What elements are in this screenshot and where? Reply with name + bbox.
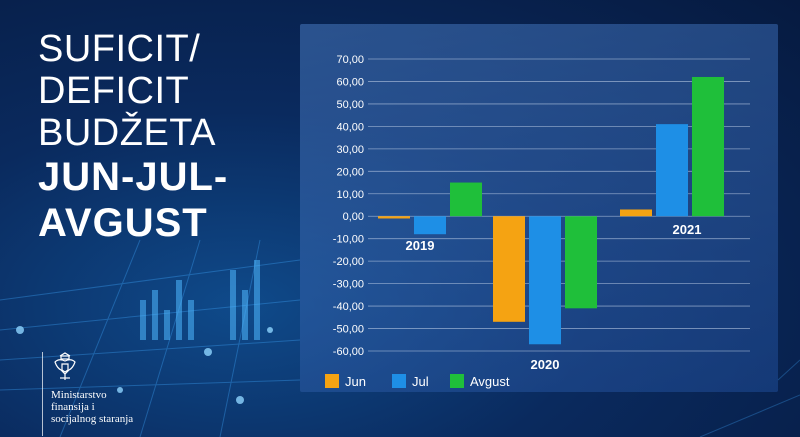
legend-swatch-jul [392,374,406,388]
bar-jul-2020 [529,216,561,345]
legend-label-jul: Jul [412,374,429,389]
y-tick-label: 60,00 [336,76,364,88]
headline-line-4: JUN-JUL- [38,155,229,199]
bar-avgust-2020 [565,216,597,309]
bar-jun-2021 [620,209,652,217]
y-tick-label: -10,00 [333,234,364,246]
bar-jun-2020 [493,216,525,322]
category-label: 2021 [673,222,702,237]
headline-line-2: DEFICIT [38,70,190,112]
y-tick-label: 70,00 [336,54,364,66]
y-tick-label: 20,00 [336,166,364,178]
bar-jun-2019 [378,216,410,219]
ministry-logo: Ministarstvo finansija i socijalnog star… [42,352,201,436]
y-tick-label: 10,00 [336,189,364,201]
bar-avgust-2019 [450,182,482,217]
bar-jul-2021 [656,124,688,217]
legend-swatch-jun [325,374,339,388]
y-tick-label: 0,00 [343,211,364,223]
legend-swatch-avgust [450,374,464,388]
category-label: 2020 [531,357,560,372]
y-tick-label: -20,00 [333,256,364,268]
headline-line-5: AVGUST [38,201,208,245]
chart-panel: 70,00 60,00 50,00 40,00 30,00 20,00 10,00 0,00 -… [300,24,778,392]
bar-jul-2019 [414,216,446,235]
y-tick-label: -50,00 [333,324,364,336]
headline-line-3: BUDŽETA [38,112,217,154]
y-tick-label: -40,00 [333,301,364,313]
legend-label-avgust: Avgust [470,374,510,389]
coat-of-arms-icon [54,352,76,380]
y-tick-label: 50,00 [336,99,364,111]
y-tick-label: -30,00 [333,279,364,291]
headline-line-1: SUFICIT/ [38,28,201,70]
y-tick-label: -60,00 [333,346,364,358]
bar-avgust-2021 [692,76,724,217]
legend-label-jun: Jun [345,374,366,389]
headline: SUFICIT/ DEFICIT BUDŽETA JUN-JUL- AVGUST [38,28,228,246]
y-tick-label: 40,00 [336,121,364,133]
ministry-name: Ministarstvo finansija i socijalnog star… [51,389,134,425]
category-label: 2019 [406,238,435,253]
y-tick-label: 30,00 [336,144,364,156]
bar-chart: 70,00 60,00 50,00 40,00 30,00 20,00 10,00 0,00 -… [325,54,750,389]
